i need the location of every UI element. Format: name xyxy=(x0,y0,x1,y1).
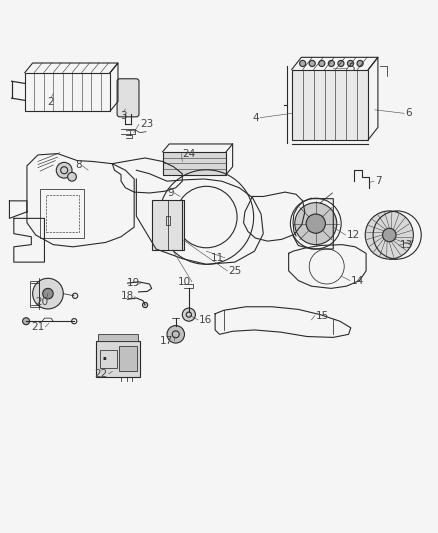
FancyBboxPatch shape xyxy=(117,79,139,117)
Text: 6: 6 xyxy=(404,108,411,118)
Circle shape xyxy=(305,214,325,233)
Bar xyxy=(100,350,117,368)
Circle shape xyxy=(299,60,305,67)
Text: 24: 24 xyxy=(182,149,195,159)
Bar xyxy=(40,189,84,238)
Circle shape xyxy=(182,308,195,321)
Text: ▪: ▪ xyxy=(103,354,106,360)
Text: 12: 12 xyxy=(346,230,359,240)
Circle shape xyxy=(346,60,353,67)
Text: 2: 2 xyxy=(48,96,54,107)
Text: 7: 7 xyxy=(374,176,381,186)
Text: 4: 4 xyxy=(252,112,258,123)
Text: 19: 19 xyxy=(126,278,140,288)
Bar xyxy=(119,346,137,372)
Circle shape xyxy=(42,288,53,299)
Text: 9: 9 xyxy=(166,188,173,198)
Circle shape xyxy=(318,60,324,67)
Text: 8: 8 xyxy=(75,160,81,170)
Circle shape xyxy=(67,172,76,181)
Circle shape xyxy=(32,278,63,309)
Bar xyxy=(166,216,170,225)
Circle shape xyxy=(56,163,72,178)
Bar xyxy=(291,70,367,140)
Circle shape xyxy=(166,326,184,343)
Bar xyxy=(29,280,39,307)
Circle shape xyxy=(294,203,336,245)
Circle shape xyxy=(142,302,148,308)
Text: 3: 3 xyxy=(120,111,126,121)
Text: 10: 10 xyxy=(177,277,191,287)
Text: 16: 16 xyxy=(198,315,212,325)
Bar xyxy=(46,195,78,232)
Text: 21: 21 xyxy=(31,322,44,332)
Circle shape xyxy=(22,318,29,325)
Circle shape xyxy=(381,228,395,242)
Circle shape xyxy=(356,60,362,67)
Text: 11: 11 xyxy=(210,253,223,263)
Bar xyxy=(151,199,184,250)
Bar xyxy=(162,152,226,175)
Text: 23: 23 xyxy=(141,119,154,130)
Bar xyxy=(96,341,140,377)
Text: 15: 15 xyxy=(315,311,328,320)
Text: 22: 22 xyxy=(95,369,108,379)
Circle shape xyxy=(328,60,334,67)
Text: 5: 5 xyxy=(348,63,354,73)
Bar xyxy=(25,72,110,111)
Text: 13: 13 xyxy=(399,240,412,251)
Bar xyxy=(98,334,138,341)
Circle shape xyxy=(337,60,343,67)
Circle shape xyxy=(308,60,314,67)
Text: 20: 20 xyxy=(35,297,48,307)
Circle shape xyxy=(364,211,413,259)
Text: 14: 14 xyxy=(350,276,363,286)
Text: 17: 17 xyxy=(160,336,173,346)
Text: 18: 18 xyxy=(120,291,134,301)
Text: 25: 25 xyxy=(228,266,241,276)
